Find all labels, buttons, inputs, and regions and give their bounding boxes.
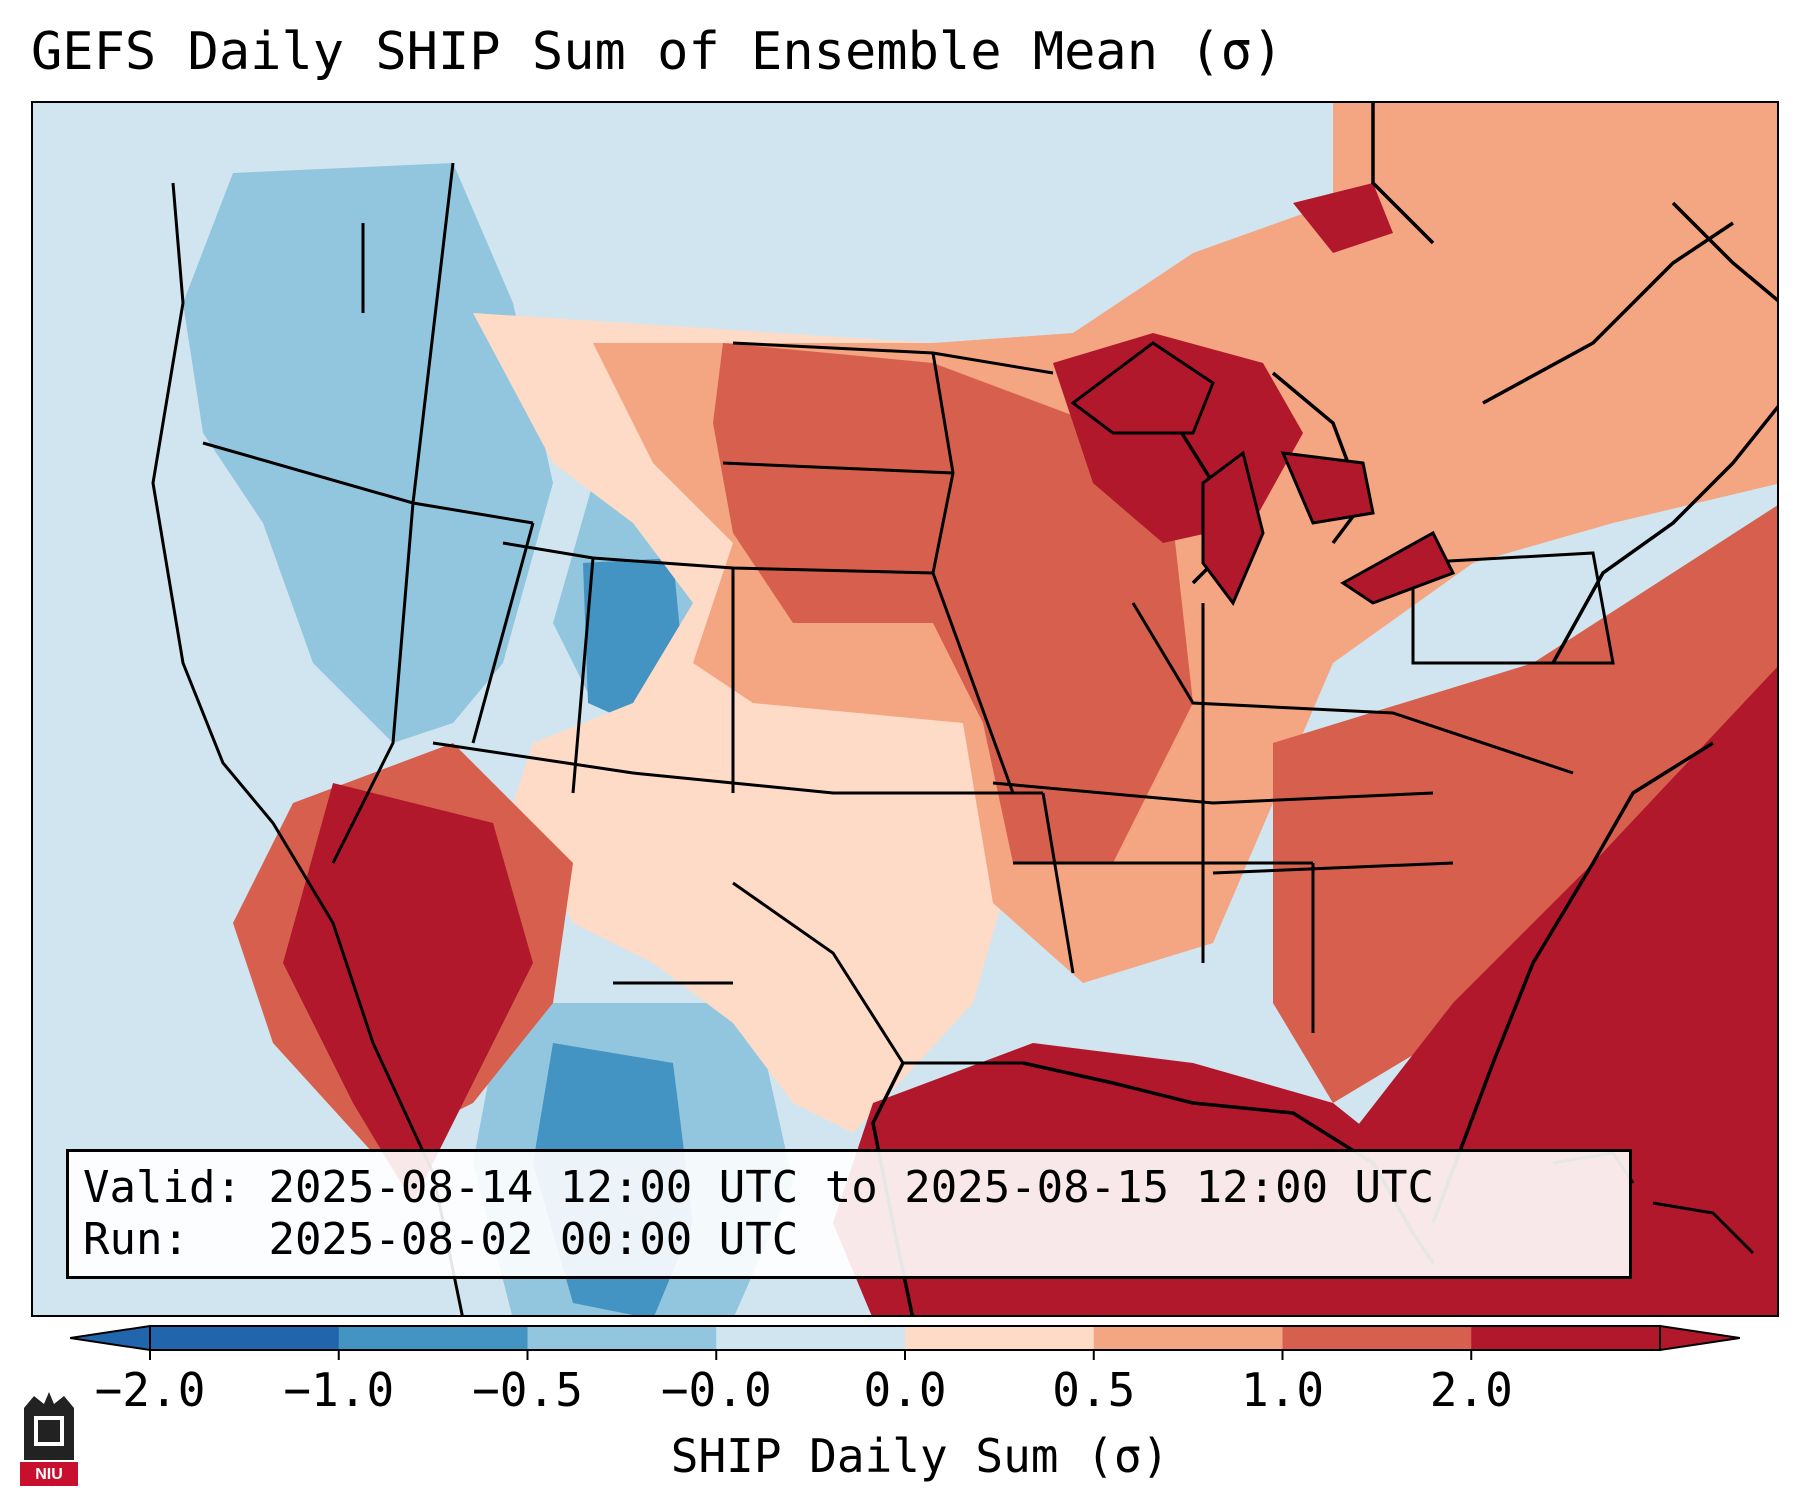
map-canvas [151, 103, 1777, 1315]
colorbar-extend-high [1659, 1324, 1740, 1352]
region-positive-3 [713, 343, 1193, 863]
run-value: 2025-08-02 00:00 UTC [268, 1214, 799, 1265]
colorbar-tick-label: 0.0 [863, 1363, 947, 1417]
colorbar-tick-label: −0.0 [660, 1363, 772, 1417]
great-lakes [1070, 341, 1456, 606]
region-positive-2b [1333, 103, 1777, 223]
colorbar-label: SHIP Daily Sum (σ) [670, 1429, 1170, 1483]
niu-logo-text: NIU [35, 1466, 63, 1483]
colorbar-segment-6 [1282, 1326, 1472, 1350]
niu-logo: NIU [20, 1390, 78, 1486]
region-negative-1 [183, 163, 553, 743]
valid-run-info-box: Valid: 2025-08-14 12:00 UTC to 2025-08-1… [66, 1149, 1632, 1279]
colorbar-segment-7 [1471, 1326, 1661, 1350]
map-panel [31, 101, 1779, 1317]
colorbar-segment-5 [1093, 1326, 1283, 1350]
colorbar [70, 1324, 1740, 1360]
colorbar-tick-label: −1.0 [283, 1363, 395, 1417]
colorbar-tick-label: −2.0 [94, 1363, 206, 1417]
colorbar-segment-0 [150, 1326, 340, 1350]
valid-label: Valid: [83, 1162, 242, 1213]
chart-title: GEFS Daily SHIP Sum of Ensemble Mean (σ) [31, 22, 1284, 82]
region-positive-3b [1273, 505, 1777, 1103]
colorbar-tick-label: 0.5 [1052, 1363, 1136, 1417]
colorbar-segment-3 [716, 1326, 906, 1350]
colorbar-segment-1 [338, 1326, 528, 1350]
colorbar-tick-label: 1.0 [1240, 1363, 1325, 1417]
colorbar-segment-4 [905, 1326, 1095, 1350]
colorbar-segment-2 [527, 1326, 717, 1350]
colorbar-extend-low [70, 1324, 151, 1352]
colorbar-tick-label: 2.0 [1429, 1363, 1513, 1417]
state-borders [151, 162, 1615, 1315]
run-label: Run: [83, 1214, 189, 1265]
region-positive-4d [283, 783, 533, 1203]
colorbar-tick-label: −0.5 [472, 1363, 583, 1417]
valid-value: 2025-08-14 12:00 UTC to 2025-08-15 12:00… [268, 1162, 1435, 1213]
region-positive-4e [1293, 183, 1393, 253]
